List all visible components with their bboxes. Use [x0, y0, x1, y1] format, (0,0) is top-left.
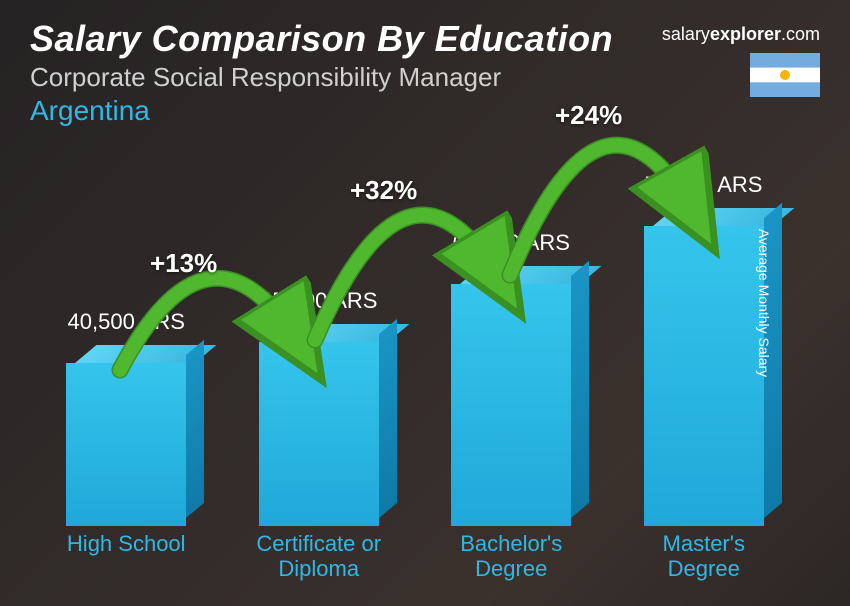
increase-pct-1: +32%: [350, 175, 417, 206]
main-title: Salary Comparison By Education: [30, 18, 662, 60]
flag-sun: [780, 70, 790, 80]
bar-front-face: [451, 284, 571, 526]
bar-group-0: 40,500 ARS: [42, 309, 211, 526]
argentina-flag-icon: [750, 53, 820, 97]
bar-value: 45,700 ARS: [260, 288, 377, 314]
bar-label-3: Master'sDegree: [619, 531, 788, 586]
bar-front-face: [259, 342, 379, 526]
bar-group-2: 60,100 ARS: [427, 230, 596, 526]
bar-front-face: [66, 363, 186, 526]
bar-side-face: [186, 340, 204, 518]
bar-value: 40,500 ARS: [68, 309, 185, 335]
subtitle: Corporate Social Responsibility Manager: [30, 62, 662, 93]
y-axis-label: Average Monthly Salary: [756, 229, 772, 377]
bar-side-face: [379, 319, 397, 518]
bar-3d: [66, 345, 186, 526]
bar-value: 74,500 ARS: [645, 172, 762, 198]
brand-block: salaryexplorer.com: [662, 18, 820, 97]
bar-3d: [259, 324, 379, 526]
brand-suffix: .com: [781, 24, 820, 44]
increase-pct-0: +13%: [150, 248, 217, 279]
flag-top-stripe: [750, 53, 820, 68]
bar-side-face: [571, 261, 589, 518]
brand-text: salaryexplorer.com: [662, 24, 820, 45]
flag-bottom-stripe: [750, 82, 820, 97]
header: Salary Comparison By Education Corporate…: [30, 18, 820, 127]
brand-prefix: salary: [662, 24, 710, 44]
brand-mid: explorer: [710, 24, 781, 44]
labels-container: High School Certificate orDiploma Bachelor…: [30, 531, 800, 586]
content-root: Salary Comparison By Education Corporate…: [0, 0, 850, 606]
increase-pct-2: +24%: [555, 100, 622, 131]
bar-group-1: 45,700 ARS: [234, 288, 403, 526]
bar-3d: [451, 266, 571, 526]
bar-value: 60,100 ARS: [453, 230, 570, 256]
bar-label-0: High School: [42, 531, 211, 586]
bar-label-1: Certificate orDiploma: [234, 531, 403, 586]
bar-3d: [644, 208, 764, 526]
bar-label-2: Bachelor'sDegree: [427, 531, 596, 586]
bar-front-face: [644, 226, 764, 526]
